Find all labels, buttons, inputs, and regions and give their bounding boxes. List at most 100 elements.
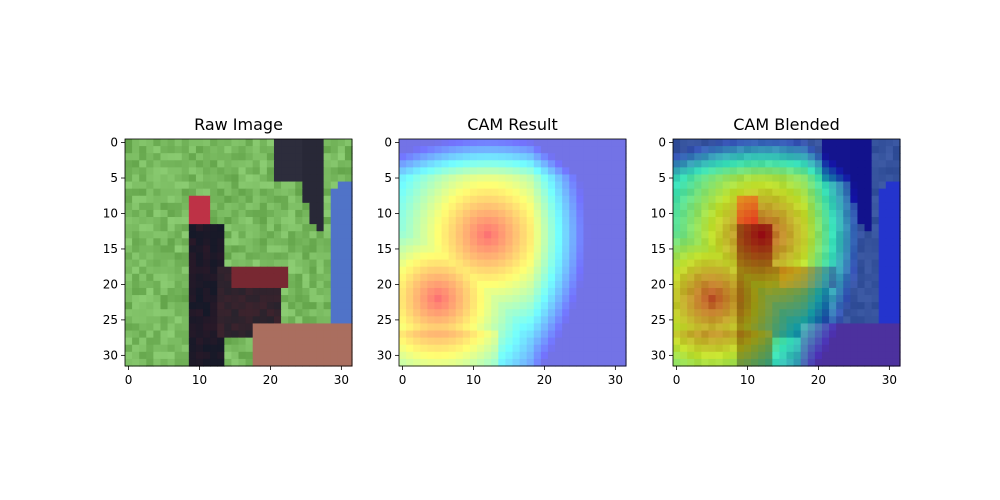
pixel-cell	[462, 209, 471, 218]
pixel-cell	[462, 302, 471, 310]
pixel-cell	[427, 245, 436, 254]
pixel-cell	[758, 266, 766, 275]
pixel-cell	[597, 295, 606, 303]
pixel-cell	[519, 337, 528, 346]
pixel-cell	[330, 266, 339, 275]
y-tick-label: 30	[103, 348, 118, 362]
pixel-cell	[555, 217, 563, 225]
pixel-cell	[597, 139, 606, 147]
pixel-cell	[533, 259, 542, 268]
pixel-cell	[793, 245, 802, 254]
pixel-cell	[139, 287, 147, 296]
pixel-cell	[337, 252, 346, 261]
pixel-cell	[146, 146, 154, 154]
pixel-cell	[555, 351, 563, 360]
pixel-cell	[295, 280, 303, 289]
pixel-cell	[736, 287, 745, 296]
pixel-cell	[217, 153, 225, 161]
pixel-cell	[224, 287, 233, 296]
pixel-cell	[743, 266, 752, 275]
pixel-cell	[555, 287, 563, 296]
pixel-cell	[885, 302, 894, 310]
pixel-cell	[618, 195, 627, 204]
pixel-cell	[729, 160, 738, 168]
pixel-cell	[288, 167, 296, 176]
pixel-cell	[344, 316, 353, 325]
pixel-cell	[434, 302, 443, 310]
pixel-cell	[871, 224, 880, 232]
pixel-cell	[673, 295, 681, 303]
pixel-cell	[729, 287, 738, 296]
pixel-cell	[555, 266, 563, 275]
pixel-cell	[132, 238, 140, 247]
pixel-cell	[680, 252, 688, 261]
pixel-cell	[512, 238, 521, 247]
pixel-cell	[160, 209, 169, 218]
pixel-cell	[800, 209, 809, 218]
pixel-cell	[673, 139, 681, 147]
pixel-cell	[309, 153, 318, 161]
pixel-cell	[174, 309, 183, 317]
pixel-cell	[484, 358, 492, 367]
pixel-cell	[238, 280, 247, 289]
pixel-cell	[245, 302, 254, 310]
pixel-cell	[562, 337, 570, 346]
pixel-cell	[448, 309, 457, 317]
pixel-cell	[273, 139, 282, 147]
pixel-cell	[836, 358, 844, 367]
pixel-cell	[512, 146, 521, 154]
pixel-cell	[316, 259, 325, 268]
pixel-cell	[611, 224, 620, 232]
pixel-cell	[455, 238, 464, 247]
pixel-cell	[498, 351, 507, 360]
pixel-cell	[590, 202, 599, 211]
pixel-cell	[181, 302, 190, 310]
pixel-cell	[892, 188, 901, 197]
pixel-cell	[498, 252, 507, 261]
pixel-cell	[399, 188, 407, 197]
pixel-cell	[715, 302, 724, 310]
pixel-cell	[434, 202, 443, 211]
pixel-cell	[680, 358, 688, 367]
pixel-cell	[597, 238, 606, 247]
pixel-cell	[772, 238, 781, 247]
pixel-cell	[680, 217, 688, 225]
pixel-cell	[245, 337, 254, 346]
pixel-cell	[330, 188, 339, 197]
pixel-cell	[181, 202, 190, 211]
pixel-cell	[160, 224, 169, 232]
pixel-cell	[210, 351, 218, 360]
pixel-cell	[245, 217, 254, 225]
pixel-cell	[715, 202, 724, 211]
pixel-cell	[751, 224, 759, 232]
pixel-cell	[146, 202, 154, 211]
pixel-cell	[597, 273, 606, 282]
pixel-cell	[413, 160, 421, 168]
pixel-cell	[203, 295, 211, 303]
pixel-cell	[245, 295, 254, 303]
pixel-cell	[751, 309, 759, 317]
pixel-cell	[203, 139, 211, 147]
pixel-cell	[217, 280, 225, 289]
pixel-cell	[434, 337, 443, 346]
pixel-cell	[540, 302, 549, 310]
pixel-cell	[533, 202, 542, 211]
pixel-cell	[427, 202, 436, 211]
pixel-cell	[800, 295, 809, 303]
pixel-cell	[540, 202, 549, 211]
pixel-cell	[434, 309, 443, 317]
pixel-cell	[765, 280, 773, 289]
pixel-cell	[295, 195, 303, 204]
pixel-cell	[316, 217, 325, 225]
pixel-cell	[604, 266, 613, 275]
pixel-cell	[217, 295, 225, 303]
pixel-cell	[821, 287, 830, 296]
pixel-cell	[455, 337, 464, 346]
pixel-cell	[125, 181, 133, 190]
pixel-cell	[569, 231, 577, 239]
pixel-cell	[245, 287, 254, 296]
pixel-cell	[167, 280, 176, 289]
pixel-cell	[469, 273, 478, 282]
pixel-cell	[273, 259, 282, 268]
